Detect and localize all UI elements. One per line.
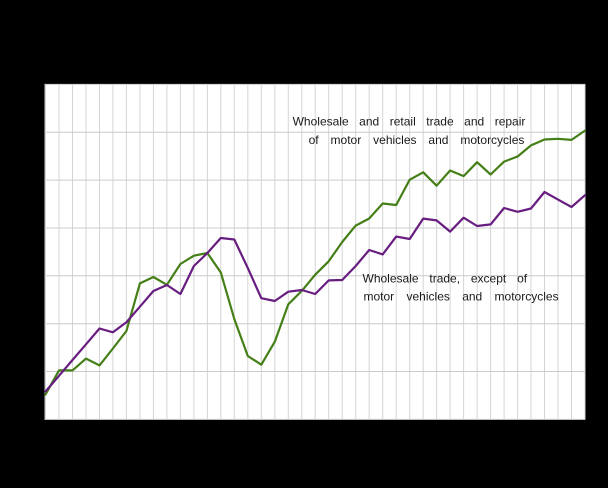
svg-text:motor vehicles and motorcycles: motor vehicles and motorcycles [364, 290, 559, 304]
svg-text:of motor vehicles and motorcyc: of motor vehicles and motorcycles [309, 133, 525, 147]
svg-text:Wholesale and retail trade and: Wholesale and retail trade and repair [293, 115, 526, 129]
svg-text:Wholesale trade, except of: Wholesale trade, except of [363, 272, 528, 286]
